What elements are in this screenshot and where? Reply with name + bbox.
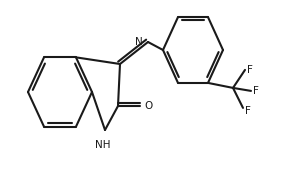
Text: NH: NH — [95, 140, 111, 150]
Text: F: F — [253, 86, 259, 96]
Text: F: F — [247, 65, 253, 75]
Text: N: N — [135, 37, 143, 47]
Text: O: O — [144, 101, 152, 111]
Text: F: F — [245, 106, 251, 116]
